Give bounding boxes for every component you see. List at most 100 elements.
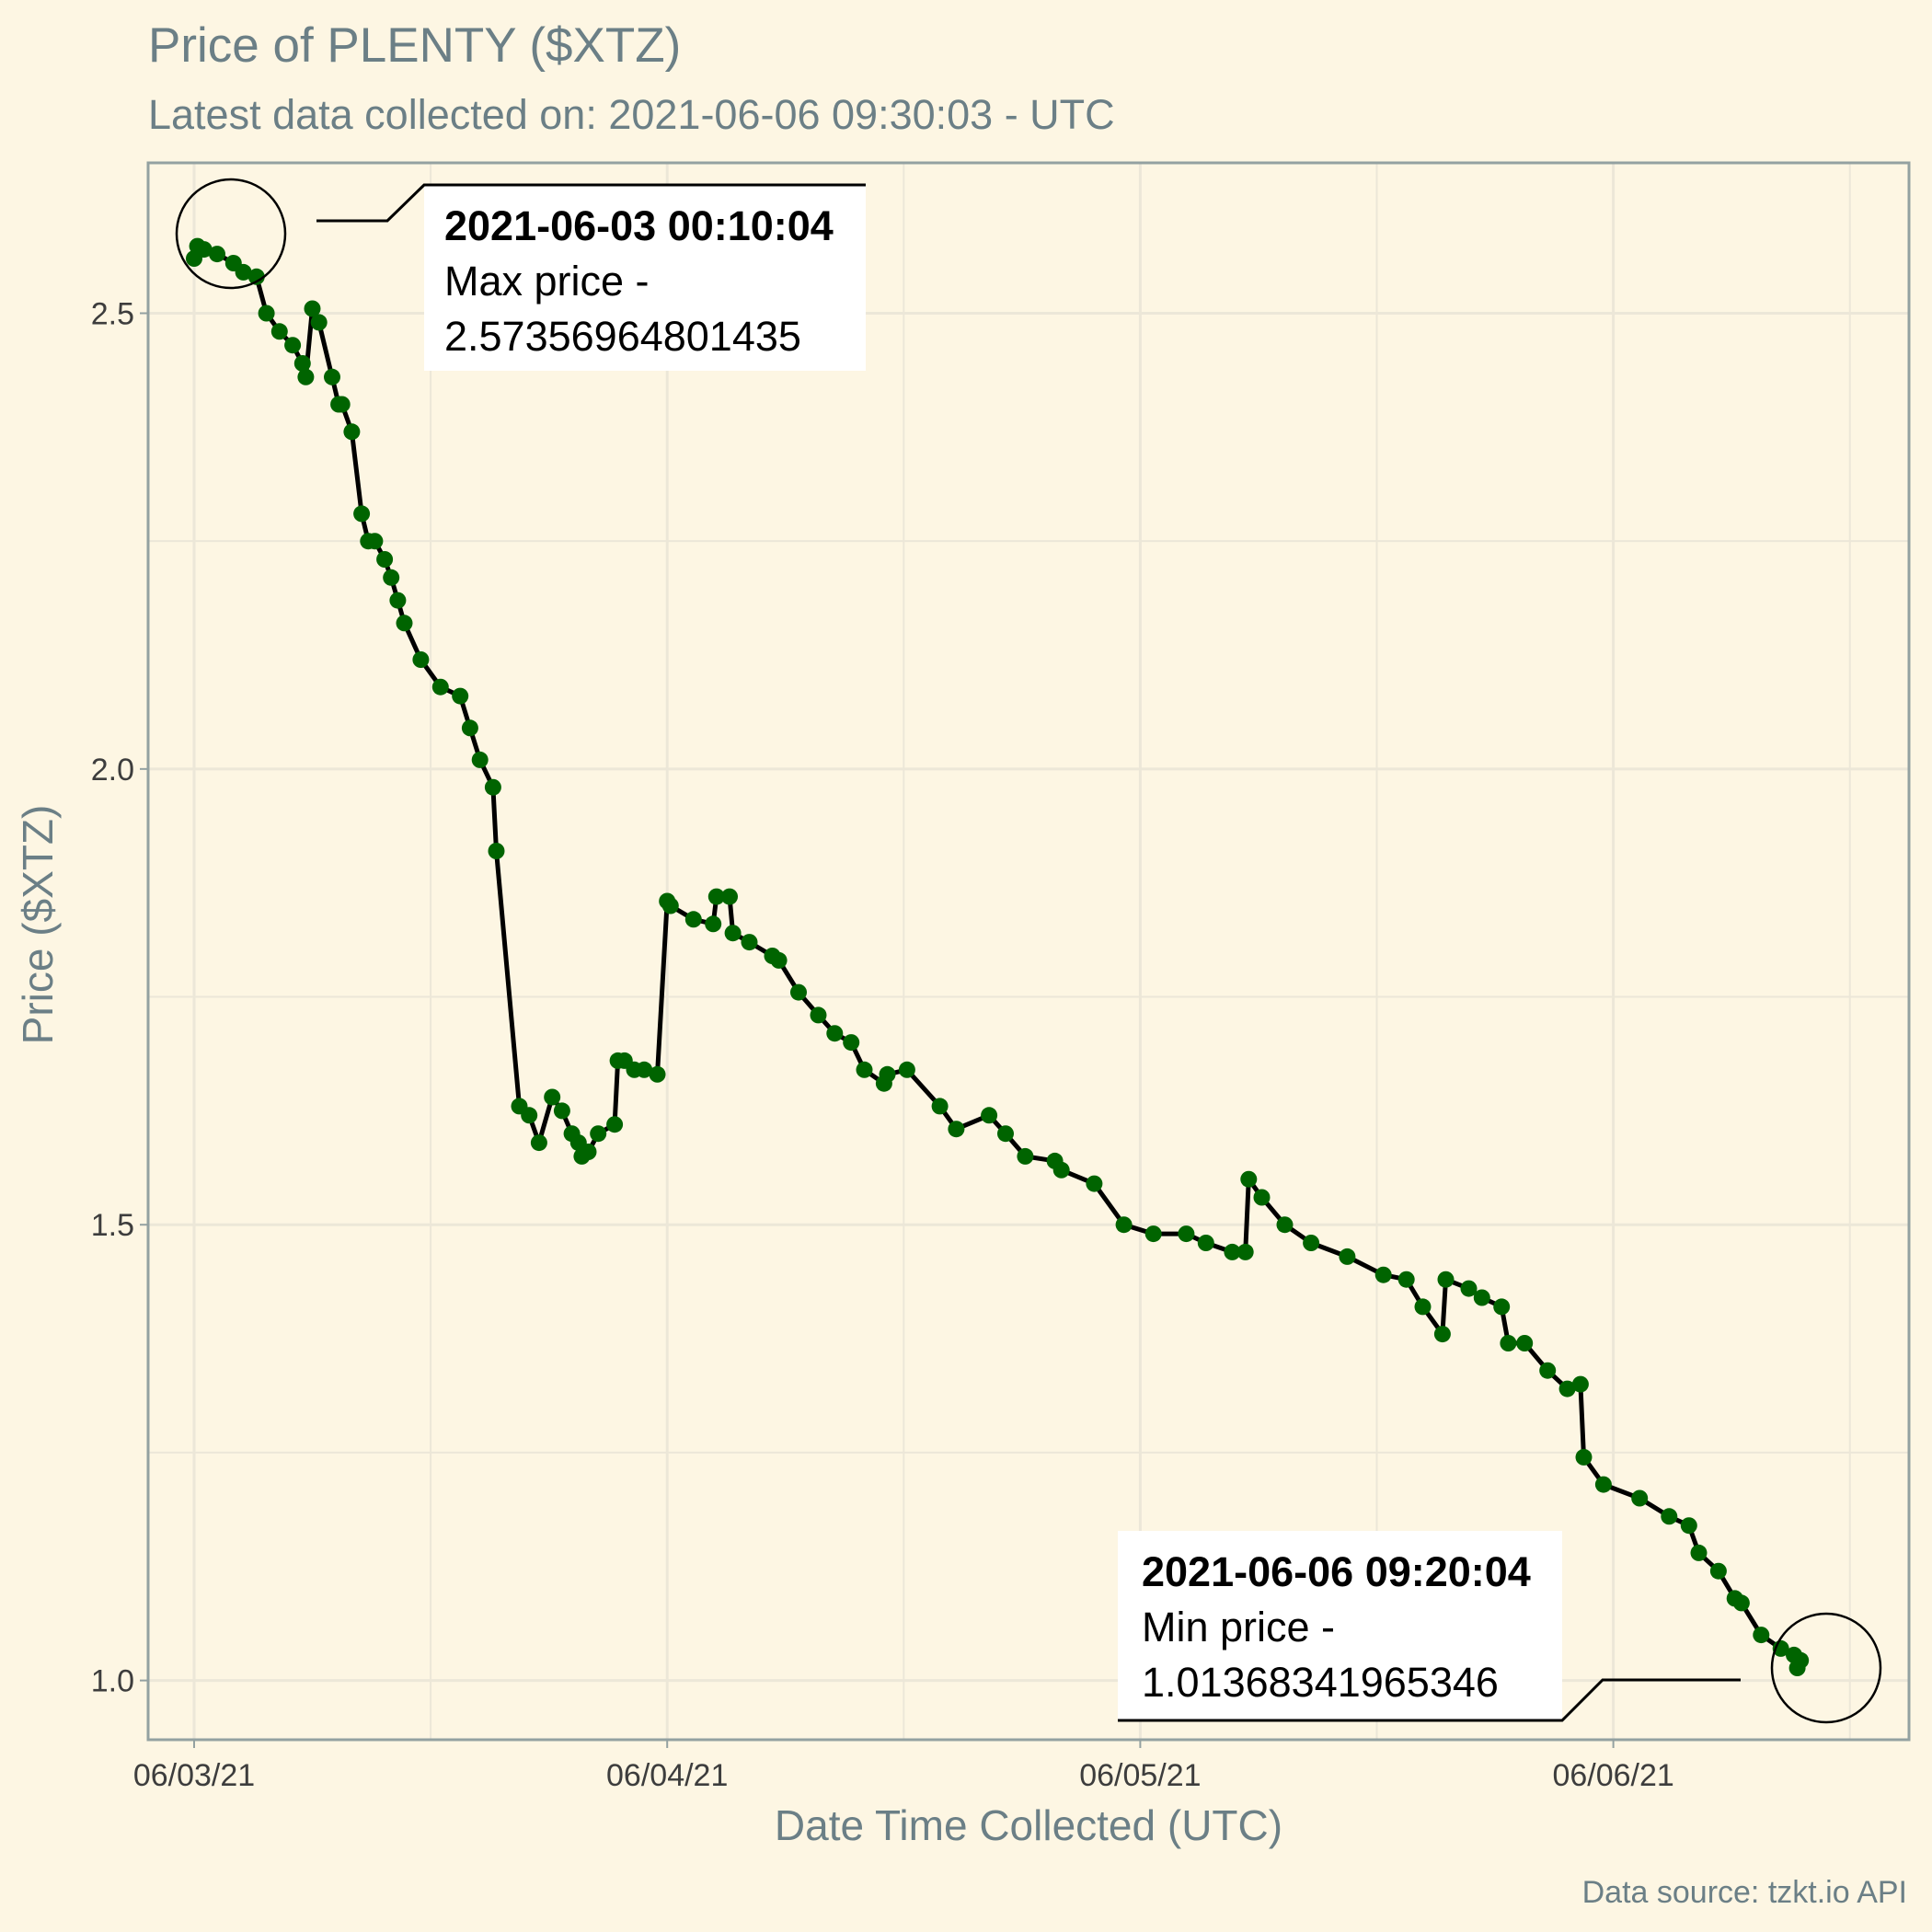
data-point	[484, 778, 501, 796]
data-point	[1631, 1489, 1649, 1507]
data-point	[544, 1088, 561, 1106]
data-point	[1753, 1627, 1770, 1644]
data-point	[707, 888, 725, 905]
data-point	[195, 241, 213, 259]
data-point	[1433, 1326, 1451, 1343]
data-point	[461, 719, 478, 737]
min-price-label: Min price -	[1142, 1604, 1335, 1650]
data-point	[1516, 1335, 1534, 1351]
y-tick-label: 1.5	[91, 1208, 134, 1243]
data-point	[770, 951, 788, 969]
min-annotation: 2021-06-06 09:20:04 Min price - 1.013683…	[1118, 1531, 1882, 1724]
x-tick-label: 06/06/21	[1552, 1758, 1673, 1793]
data-point	[431, 678, 449, 696]
y-axis-title: Price ($XTZ)	[14, 805, 62, 1045]
data-point	[389, 592, 407, 609]
data-point	[247, 268, 265, 285]
data-point	[810, 1006, 827, 1024]
data-point	[324, 368, 340, 385]
data-point	[396, 615, 413, 632]
price-line	[191, 244, 1803, 1671]
data-point	[1303, 1235, 1320, 1251]
data-point	[1086, 1175, 1103, 1192]
data-point	[353, 505, 371, 523]
data-point	[826, 1025, 844, 1042]
y-tick-label: 2.0	[91, 753, 134, 788]
max-label-box	[424, 185, 866, 371]
data-point	[649, 1065, 666, 1083]
data-point	[879, 1065, 896, 1083]
data-point	[366, 533, 384, 550]
max-price-value: 2.57356964801435	[444, 313, 801, 360]
data-point	[724, 925, 742, 942]
data-point	[898, 1061, 915, 1078]
plot-panel-border	[146, 161, 1911, 1742]
data-point	[684, 911, 702, 928]
data-point	[721, 888, 738, 905]
data-point	[931, 1098, 949, 1115]
data-point	[412, 651, 430, 668]
data-point	[741, 934, 758, 951]
y-tick-label: 1.0	[91, 1664, 134, 1699]
min-timestamp-label: 2021-06-06 09:20:04	[1142, 1548, 1531, 1595]
data-point	[590, 1125, 607, 1143]
min-price-value: 1.01368341965346	[1142, 1659, 1499, 1706]
data-point	[1460, 1280, 1478, 1297]
data-point	[1500, 1335, 1517, 1351]
data-point	[1236, 1243, 1254, 1260]
data-point	[1558, 1380, 1576, 1397]
data-point	[1732, 1594, 1750, 1612]
data-point	[1240, 1170, 1258, 1188]
data-point	[1339, 1248, 1356, 1265]
data-point	[488, 843, 505, 859]
data-point	[948, 1121, 965, 1138]
grid-lines	[148, 163, 1909, 1740]
data-point	[293, 355, 311, 372]
data-point	[1052, 1161, 1070, 1179]
data-point	[270, 323, 288, 340]
data-point	[304, 300, 321, 317]
data-point	[606, 1116, 624, 1133]
data-point	[843, 1034, 860, 1052]
data-point	[530, 1134, 547, 1152]
data-point	[471, 751, 489, 768]
data-point	[297, 368, 315, 385]
data-point	[1539, 1362, 1557, 1379]
data-point	[1178, 1225, 1195, 1243]
data-point	[376, 551, 394, 568]
x-tick-label: 06/04/21	[606, 1758, 728, 1793]
data-point	[1144, 1225, 1162, 1243]
data-point	[1437, 1271, 1455, 1288]
data-point	[1197, 1235, 1214, 1251]
data-point	[1374, 1266, 1392, 1283]
data-point	[790, 983, 807, 1001]
price-points	[186, 237, 1810, 1676]
data-point	[209, 246, 225, 263]
data-point	[1276, 1216, 1294, 1234]
data-point	[1709, 1562, 1727, 1580]
max-highlight-circle	[175, 178, 287, 290]
max-timestamp-label: 2021-06-03 00:10:04	[444, 202, 834, 249]
data-source-caption: Data source: tzkt.io API	[1582, 1875, 1907, 1910]
data-point	[343, 423, 361, 441]
data-point	[1690, 1544, 1708, 1561]
data-point	[1575, 1448, 1593, 1466]
data-point	[1493, 1298, 1511, 1316]
data-point	[383, 569, 400, 586]
data-point	[661, 897, 679, 914]
data-point	[1253, 1189, 1271, 1206]
data-point	[553, 1102, 570, 1120]
max-leader-line	[316, 183, 866, 223]
data-point	[235, 263, 252, 281]
data-point	[1661, 1508, 1678, 1525]
y-tick-label: 2.5	[91, 296, 134, 331]
x-tick-label: 06/05/21	[1079, 1758, 1201, 1793]
data-point	[997, 1125, 1014, 1143]
data-point	[284, 337, 302, 354]
x-tick-label: 06/03/21	[133, 1758, 255, 1793]
data-point	[521, 1107, 538, 1124]
data-point	[452, 687, 469, 705]
data-point	[333, 396, 351, 413]
data-point	[1397, 1271, 1415, 1288]
